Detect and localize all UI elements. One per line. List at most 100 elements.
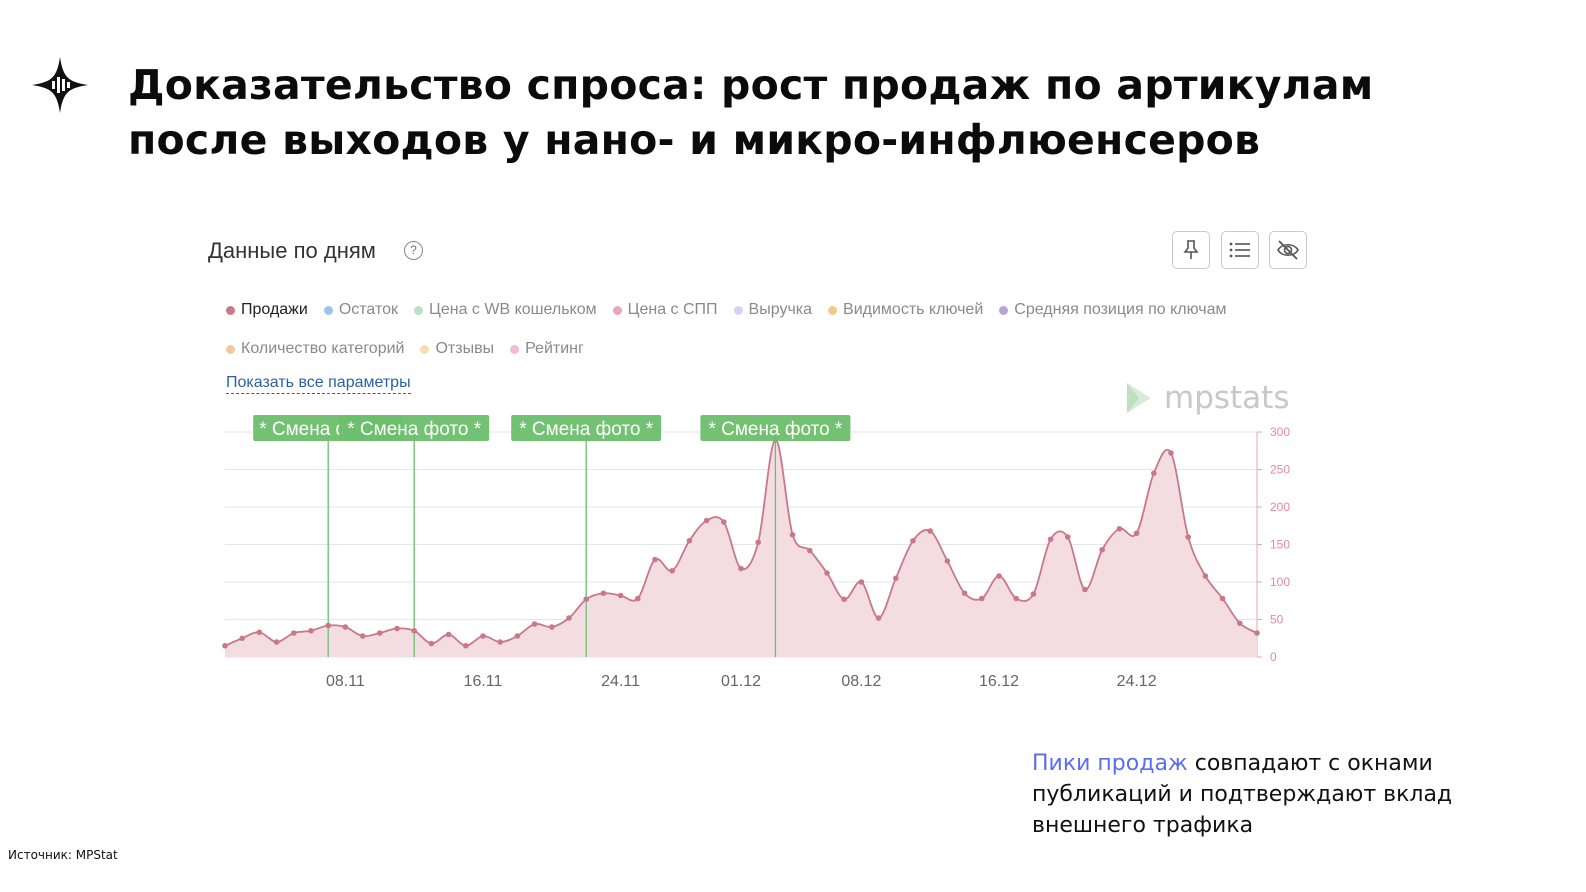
show-all-params-link[interactable]: Показать все параметры	[226, 374, 411, 394]
legend-dot	[226, 344, 235, 354]
legend-label: Цена с WB кошельком	[429, 301, 597, 318]
caption-text: совпадают с окнами публикаций и подтверж…	[1032, 751, 1453, 838]
legend-item[interactable]: Выручка	[733, 301, 813, 319]
legend-dot	[414, 305, 424, 315]
brand-star-icon	[32, 57, 88, 113]
caption: Пики продаж совпадают с окнами публикаци…	[1032, 748, 1552, 841]
legend-label: Отзывы	[435, 340, 495, 357]
annotation-label: * Смена фото *	[347, 419, 481, 440]
legend-item[interactable]: Продажи	[226, 301, 308, 319]
sales-point	[1219, 595, 1226, 602]
caption-highlight: Пики продаж	[1032, 751, 1188, 776]
legend-item[interactable]: Рейтинг	[510, 340, 584, 358]
y-tick-label: 250	[1270, 463, 1290, 477]
sales-point	[308, 627, 314, 634]
slide-title: Доказательство спроса: рост продаж по ар…	[128, 58, 1548, 168]
x-tick-label: 24.12	[1117, 673, 1157, 690]
sales-point	[256, 629, 263, 636]
x-tick-label: 08.12	[841, 673, 881, 690]
legend-label: Остаток	[338, 301, 399, 318]
sales-point	[686, 537, 693, 544]
sales-point	[583, 596, 589, 603]
sales-point	[222, 642, 228, 649]
sales-point	[549, 624, 555, 630]
sales-point	[1030, 591, 1037, 597]
sales-point	[807, 547, 813, 554]
sales-point	[514, 633, 521, 639]
sales-point	[1151, 470, 1157, 477]
sales-point	[635, 595, 641, 602]
x-tick-label: 24.11	[601, 673, 640, 690]
legend-item[interactable]: Видимость ключей	[828, 301, 983, 319]
legend-label: Рейтинг	[525, 340, 584, 357]
sales-point	[703, 517, 710, 524]
legend-dot	[323, 305, 333, 315]
sales-point	[944, 558, 951, 564]
list-icon	[1229, 242, 1250, 258]
annotation-label-bg	[700, 415, 851, 441]
mpstats-watermark: mpstats	[1124, 380, 1289, 416]
legend-row-1: Продажи Остаток Цена с WB кошельком Цена с …	[226, 301, 1226, 319]
sales-point	[721, 519, 727, 525]
sales-point	[1013, 595, 1019, 602]
sales-point	[789, 531, 796, 538]
legend-label: Выручка	[748, 301, 813, 318]
slide-title-line2: после выходов у нано- и микро-инфлюенсер…	[128, 116, 1261, 164]
sales-point	[996, 573, 1002, 579]
legend-label: Видимость ключей	[843, 301, 984, 318]
sales-point	[531, 621, 538, 627]
sales-point	[738, 565, 744, 572]
legend-dot	[828, 305, 838, 315]
annotation-label: * Смена фото *	[708, 419, 842, 440]
legend-dot	[612, 305, 622, 315]
annotation-label-bg	[511, 415, 662, 441]
eye-off-icon	[1277, 240, 1299, 260]
y-tick-label: 300	[1270, 425, 1290, 439]
help-icon[interactable]: ?	[404, 241, 423, 260]
legend-item[interactable]: Средняя позиция по ключам	[999, 301, 1226, 319]
sales-point	[394, 625, 400, 632]
legend-item[interactable]: Отзывы	[420, 340, 494, 358]
x-tick-label: 16.11	[464, 673, 503, 690]
legend-dot	[999, 305, 1009, 315]
legend-dot	[226, 305, 235, 315]
legend-dot	[510, 344, 520, 354]
annotation-label: * Смена фото *	[519, 419, 653, 440]
legend-item[interactable]: Цена с WB кошельком	[414, 301, 597, 319]
sales-point	[617, 592, 624, 599]
sales-point	[652, 556, 658, 563]
sales-point	[858, 579, 865, 585]
sales-point	[1065, 534, 1071, 540]
sales-point	[1168, 450, 1174, 456]
sales-point	[1202, 573, 1209, 579]
legend-item[interactable]: Остаток	[323, 301, 399, 319]
sales-point	[359, 633, 366, 639]
legend-item[interactable]: Количество категорий	[226, 340, 404, 358]
sales-point	[979, 595, 985, 602]
sales-point	[377, 630, 383, 636]
x-tick-label: 01.12	[721, 673, 761, 690]
hide-button[interactable]	[1269, 231, 1307, 269]
columns-list-button[interactable]	[1221, 231, 1259, 269]
source-note: Источник: MPStat	[8, 848, 118, 862]
legend-item[interactable]: Цена с СПП	[612, 301, 718, 319]
sales-point	[1237, 620, 1243, 627]
widget-title: Данные по дням	[208, 238, 376, 263]
sales-point	[342, 624, 349, 630]
sales-point	[291, 630, 297, 636]
sales-point	[927, 528, 933, 534]
sales-point	[1099, 546, 1105, 553]
sales-point	[755, 539, 761, 546]
sales-point	[445, 631, 452, 638]
sales-area	[225, 439, 1257, 657]
legend-label: Продажи	[241, 301, 308, 318]
sales-point	[428, 640, 435, 647]
sales-point	[875, 615, 882, 621]
sales-point	[273, 639, 280, 645]
sales-point	[1047, 536, 1054, 543]
legend-label: Цена с СПП	[627, 301, 718, 318]
pin-button[interactable]	[1172, 231, 1210, 269]
sales-point	[463, 642, 469, 649]
sales-point	[480, 633, 486, 639]
